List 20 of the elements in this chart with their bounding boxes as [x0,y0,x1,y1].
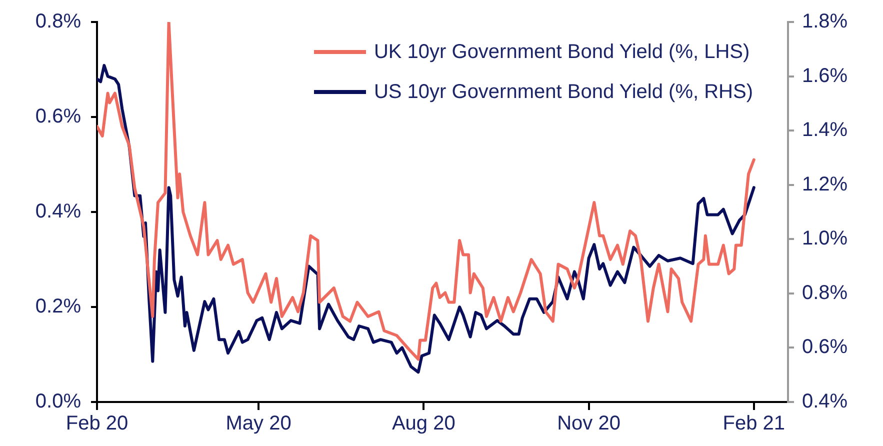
y2-tick-label: 1.6% [802,64,848,87]
legend-label: UK 10yr Government Bond Yield (%, LHS) [374,40,750,65]
y2-tick-label: 1.0% [802,228,848,250]
x-tick-label: Feb 20 [66,412,128,435]
y2-tick-label: 0.8% [802,282,848,304]
y-tick-label: 0.6% [35,106,82,128]
x-tick-label: Nov 20 [557,412,620,435]
y-tick-label: 0.4% [35,200,82,223]
y-tick-label: 0.8% [35,10,82,33]
y2-tick-label: 0.4% [802,390,848,413]
x-tick-label: Feb 21 [722,412,786,435]
y-tick-label: 0.0% [35,390,82,413]
x-tick-label: Aug 20 [392,412,456,435]
y2-tick-label: 1.4% [802,119,848,142]
y2-tick-label: 1.8% [802,10,848,33]
y-tick-label: 0.2% [35,296,82,318]
y2-tick-label: 1.2% [802,173,848,196]
legend-label: US 10yr Government Bond Yield (%, RHS) [374,80,753,105]
x-tick-label: May 20 [226,412,292,435]
y2-tick-label: 0.6% [802,336,848,358]
